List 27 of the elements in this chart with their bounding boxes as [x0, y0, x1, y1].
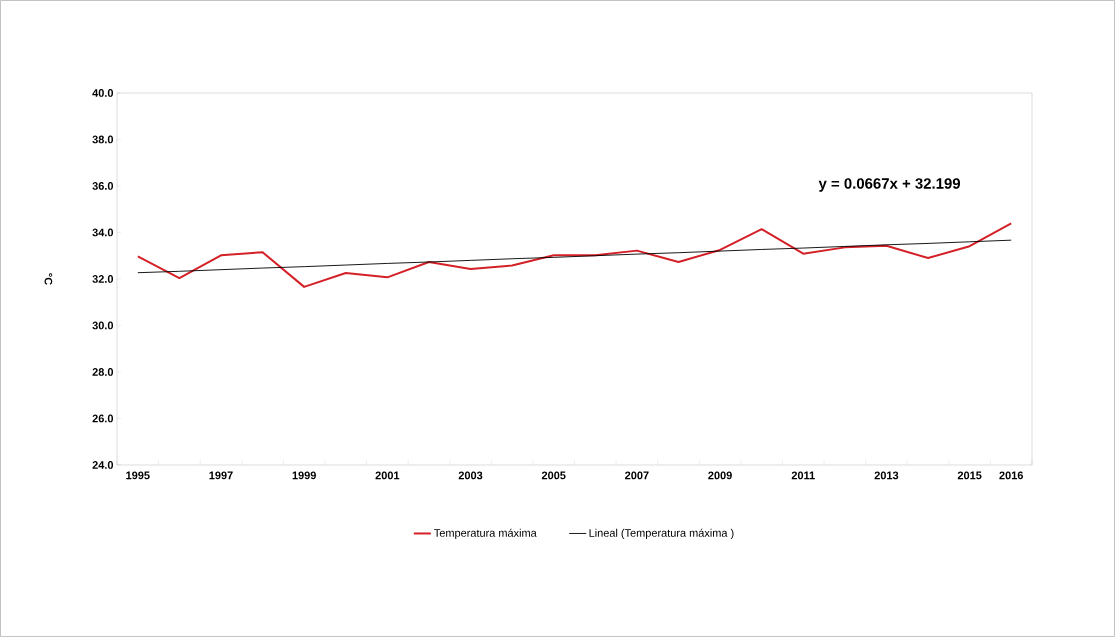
y-tick-label: 28.0	[92, 368, 114, 376]
legend-label: Temperatura máxima	[434, 528, 537, 540]
x-tick-label: 1997	[209, 471, 233, 480]
x-tick-label: 2015	[957, 471, 982, 480]
line-series	[137, 239, 1012, 274]
annotation: y = 0.0667x + 32.199	[818, 178, 961, 192]
x-tick-label: 2005	[541, 471, 566, 480]
y-tick-label: 38.0	[92, 135, 114, 144]
y-axis-title: °C	[44, 273, 53, 285]
y-tick-label: 36.0	[92, 182, 114, 190]
y-tick-label: 30.0	[92, 321, 114, 330]
x-tick-label: 2003	[458, 471, 483, 480]
y-tick-label: 24.0	[92, 461, 114, 469]
legend-label: Lineal (Temperatura máxima )	[589, 528, 734, 540]
x-tick-label: 1995	[126, 471, 150, 480]
x-tick-label: 2009	[708, 471, 732, 480]
x-tick-label: 2011	[791, 471, 815, 480]
x-tick-label: 2013	[874, 471, 899, 480]
y-tick-label: 40.0	[92, 89, 114, 97]
line-series	[136, 222, 1013, 288]
x-tick-label: 2001	[375, 471, 400, 480]
x-tick-label: 2016	[999, 471, 1024, 480]
x-tick-label: 2007	[625, 471, 649, 480]
y-tick-label: 26.0	[92, 414, 114, 423]
y-tick-label: 32.0	[92, 275, 114, 283]
y-tick-label: 34.0	[92, 228, 114, 237]
x-tick-label: 1999	[292, 471, 316, 480]
